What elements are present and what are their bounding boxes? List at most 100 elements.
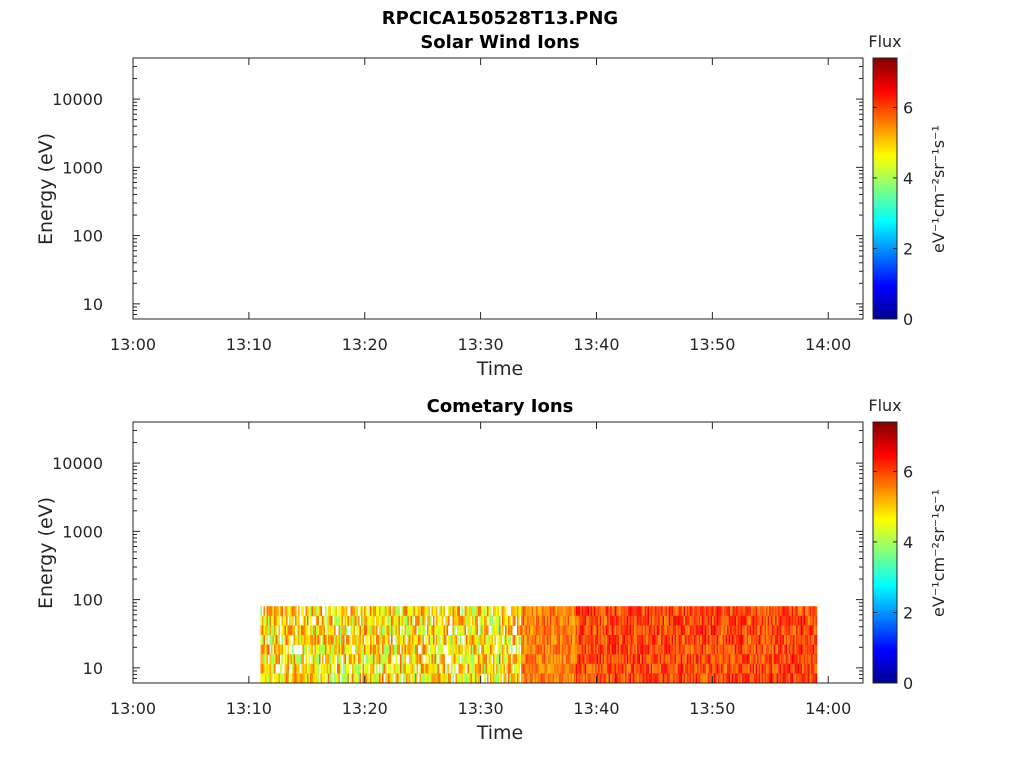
spectrogram-cell [688, 635, 690, 646]
spectrogram-cell [539, 673, 541, 684]
spectrogram-cell [555, 635, 558, 646]
spectrogram-cell [462, 615, 465, 626]
spectrogram-cell [410, 663, 413, 674]
spectrogram-cell [742, 654, 744, 665]
spectrogram-cell [518, 644, 521, 655]
spectrogram-cell [713, 644, 716, 655]
spectrogram-cell [652, 635, 654, 646]
spectrogram-cell [306, 625, 309, 636]
spectrogram-cell [531, 635, 534, 646]
spectrogram-cell [779, 606, 782, 617]
spectrogram-cell [653, 615, 656, 626]
spectrogram-cell [263, 673, 266, 684]
spectrogram-cell [437, 644, 440, 655]
spectrogram-cell [766, 606, 768, 617]
spectrogram-cell [329, 615, 332, 626]
spectrogram-cell [261, 644, 264, 655]
spectrogram-cell [509, 625, 512, 636]
spectrogram-cell [778, 615, 780, 626]
spectrogram-cell [794, 654, 797, 665]
spectrogram-cell [679, 644, 681, 655]
spectrogram-cell [479, 625, 482, 636]
spectrogram-cell [518, 673, 521, 684]
spectrogram-cell [408, 635, 411, 646]
spectrogram-cell [733, 615, 735, 626]
spectrogram-cell [543, 673, 546, 684]
spectrogram-cell [623, 673, 626, 684]
spectrogram-cell [518, 615, 521, 626]
spectrogram-cell [740, 625, 743, 636]
spectrogram-cell [758, 625, 761, 636]
spectrogram-cell [649, 625, 651, 636]
spectrogram-cell [610, 663, 612, 674]
spectrogram-cell [784, 625, 786, 636]
spectrogram-cell [278, 625, 281, 636]
spectrogram-cell [560, 615, 562, 626]
spectrogram-cell [626, 625, 629, 636]
spectrogram-cell [485, 615, 488, 626]
spectrogram-cell [320, 644, 323, 655]
spectrogram-cell [371, 625, 374, 636]
spectrogram-cell [773, 673, 776, 684]
spectrogram-cell [698, 625, 701, 636]
spectrogram-cell [488, 606, 491, 617]
spectrogram-cell [522, 673, 525, 684]
spectrogram-cell [794, 635, 797, 646]
spectrogram-cell [353, 615, 356, 626]
spectrogram-cell [593, 644, 596, 655]
spectrogram-cell [516, 654, 519, 665]
spectrogram-cell [557, 663, 559, 674]
spectrogram-cell [701, 663, 704, 674]
spectrogram-cell [800, 635, 803, 646]
spectrogram-cell [745, 654, 747, 665]
spectrogram-cell [267, 615, 270, 626]
spectrogram-cell [745, 625, 747, 636]
spectrogram-cell [808, 625, 810, 636]
spectrogram-cell [743, 644, 746, 655]
spectrogram-cell [341, 625, 344, 636]
spectrogram-cell [700, 654, 702, 665]
spectrogram-cell [408, 606, 411, 617]
spectrogram-cell [800, 673, 803, 684]
spectrogram-cell [278, 644, 281, 655]
spectrogram-cell [655, 625, 657, 636]
spectrogram-cell [467, 673, 470, 684]
spectrogram-cell [763, 606, 765, 617]
spectrogram-cell [318, 606, 321, 617]
spectrogram-cell [781, 654, 783, 665]
spectrogram-cell [667, 644, 669, 655]
spectrogram-cell [552, 615, 555, 626]
spectrogram-cell [384, 654, 387, 665]
spectrogram-cell [602, 644, 605, 655]
spectrogram-cell [477, 663, 480, 674]
spectrogram-cell [512, 606, 515, 617]
spectrogram-cell [587, 644, 590, 655]
panel-title: Solar Wind Ions [420, 32, 579, 53]
spectrogram-cell [677, 644, 680, 655]
spectrogram-cell [306, 663, 309, 674]
spectrogram-cell [596, 635, 599, 646]
spectrogram-cell [748, 625, 750, 636]
spectrogram-cell [264, 663, 267, 674]
spectrogram-cell [803, 663, 806, 674]
spectrogram-cell [710, 644, 713, 655]
spectrogram-cell [422, 615, 425, 626]
spectrogram-cell [583, 644, 585, 655]
spectrogram-cell [482, 625, 485, 636]
spectrogram-cell [728, 606, 731, 617]
spectrogram-cell [689, 654, 692, 665]
spectrogram-cell [671, 654, 674, 665]
spectrogram-cell [549, 644, 552, 655]
spectrogram-cell [333, 663, 336, 674]
spectrogram-cell [667, 635, 669, 646]
spectrogram-cell [682, 606, 684, 617]
spectrogram-cell [450, 654, 453, 665]
spectrogram-cell [540, 673, 543, 684]
spectrogram-cell [782, 606, 785, 617]
spectrogram-cell [455, 635, 458, 646]
spectrogram-cell [578, 635, 581, 646]
spectrogram-cell [662, 673, 665, 684]
spectrogram-cell [332, 606, 335, 617]
spectrogram-cell [605, 625, 608, 636]
spectrogram-cell [725, 635, 728, 646]
